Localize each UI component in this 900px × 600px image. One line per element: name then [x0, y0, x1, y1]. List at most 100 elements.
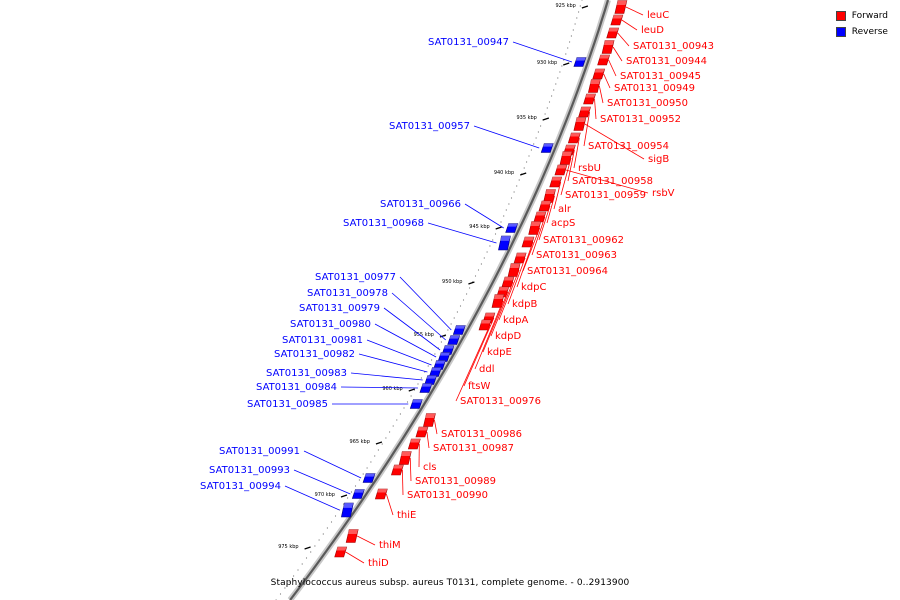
scale-dot — [314, 545, 316, 547]
forward-gene-block — [407, 438, 421, 450]
scale-dot — [354, 485, 357, 487]
forward-gene-label: kdpE — [487, 347, 512, 358]
scale-dot — [574, 23, 576, 25]
forward-gene-leader — [538, 205, 551, 241]
scale-tick — [581, 5, 589, 9]
scale-dot — [377, 449, 379, 451]
scale-dot — [540, 125, 542, 127]
scale-dot — [474, 275, 477, 277]
scale-tick-label: 970 kbp — [315, 492, 335, 498]
reverse-gene-block — [540, 143, 554, 153]
reverse-gene-label: SAT0131_00994 — [200, 481, 281, 492]
forward-gene-block — [423, 413, 436, 427]
reverse-gene-label: SAT0131_00984 — [256, 382, 337, 393]
reverse-gene-leader — [473, 125, 540, 149]
scale-dot — [492, 239, 494, 241]
scale-dot — [399, 413, 401, 415]
reverse-gene-label: SAT0131_00966 — [380, 199, 461, 210]
scale-dot — [406, 401, 409, 403]
gene-shine — [376, 489, 388, 493]
scale-dot — [503, 215, 505, 217]
forward-gene-leader — [584, 123, 645, 160]
reverse-gene-leader — [366, 339, 432, 366]
forward-gene-leader — [385, 493, 394, 516]
forward-gene-leader — [598, 85, 604, 104]
reverse-gene-label: SAT0131_00993 — [209, 465, 290, 476]
backbone-shadow — [287, 0, 611, 600]
scale-dot — [494, 233, 497, 235]
forward-gene-block — [578, 106, 591, 118]
scale-tick-label: 930 kbp — [537, 60, 557, 66]
scale-dot — [305, 557, 308, 559]
scale-dot — [392, 425, 394, 427]
reverse-gene-block — [424, 375, 438, 385]
gene-shine — [535, 212, 546, 216]
forward-gene-leader — [567, 149, 575, 182]
scale-dot — [431, 359, 433, 361]
legend: Forward Reverse — [835, 8, 888, 40]
scale-dot — [381, 443, 383, 445]
gene-shine — [575, 117, 586, 123]
forward-gene-block — [507, 263, 521, 277]
scale-dot — [450, 323, 452, 325]
scale-dot — [389, 431, 391, 433]
gene-shine — [421, 383, 432, 387]
reverse-gene-leader — [358, 353, 428, 373]
forward-gene-leader — [573, 137, 580, 169]
scale-tick-label: 960 kbp — [382, 386, 402, 392]
forward-gene-label: rsbV — [652, 188, 675, 199]
gene-shine — [424, 413, 436, 419]
reverse-gene-leader — [512, 41, 573, 63]
reverse-gene-label: SAT0131_00983 — [266, 368, 347, 379]
forward-gene-block — [374, 488, 388, 500]
gene-shine — [515, 253, 527, 257]
scale-dot — [576, 17, 578, 19]
scale-dot — [456, 311, 458, 313]
forward-gene-label: leuC — [647, 10, 669, 21]
scale-dot — [500, 221, 502, 223]
forward-gene-leader — [531, 216, 546, 256]
reverse-gene-leader — [293, 469, 351, 495]
legend-reverse-label: Reverse — [851, 27, 888, 37]
forward-gene-label: kdpB — [512, 299, 537, 310]
reverse-gene-label: SAT0131_00979 — [299, 303, 380, 314]
forward-gene-label: thiM — [379, 540, 401, 551]
gene-shine — [347, 529, 359, 535]
scale-dot — [427, 365, 429, 367]
gene-shine — [498, 287, 509, 291]
genome-caption: Staphylococcus aureus subsp. aureus T013… — [270, 578, 630, 588]
forward-gene-leader — [608, 59, 617, 77]
forward-gene-block — [398, 451, 412, 465]
reverse-gene-label: SAT0131_00981 — [282, 335, 363, 346]
forward-gene-leader — [516, 241, 534, 288]
scale-dot — [396, 419, 398, 421]
gene-shine — [364, 473, 376, 477]
scale-dot — [350, 491, 353, 493]
scale-dot — [440, 341, 442, 343]
scale-dot — [347, 497, 349, 499]
gene-shine — [523, 237, 534, 241]
scale-dot — [530, 149, 533, 151]
scale-dot — [417, 383, 419, 385]
forward-gene-label: kdpD — [495, 331, 521, 342]
gene-shine — [434, 360, 446, 364]
scale-tick-label: 955 kbp — [414, 332, 434, 338]
reverse-gene-label: SAT0131_00980 — [290, 319, 371, 330]
forward-gene-block — [587, 79, 601, 93]
forward-gene-label: cls — [423, 462, 437, 473]
scale-dot — [557, 77, 559, 79]
forward-gene-label: acpS — [551, 218, 575, 229]
scale-tick — [340, 494, 348, 498]
reverse-gene-block — [573, 57, 587, 67]
forward-gene-leader — [356, 535, 376, 546]
reverse-gene-leader — [374, 323, 437, 358]
scale-dot — [581, 0, 583, 1]
reverse-gene-leader — [399, 276, 452, 331]
scale-dot — [567, 47, 569, 49]
reverse-gene-block — [351, 489, 365, 499]
scale-tick-label: 935 kbp — [516, 115, 536, 121]
forward-gene-leader — [583, 111, 590, 147]
scale-tick-label: 975 kbp — [278, 544, 298, 550]
scale-dot — [318, 539, 320, 541]
